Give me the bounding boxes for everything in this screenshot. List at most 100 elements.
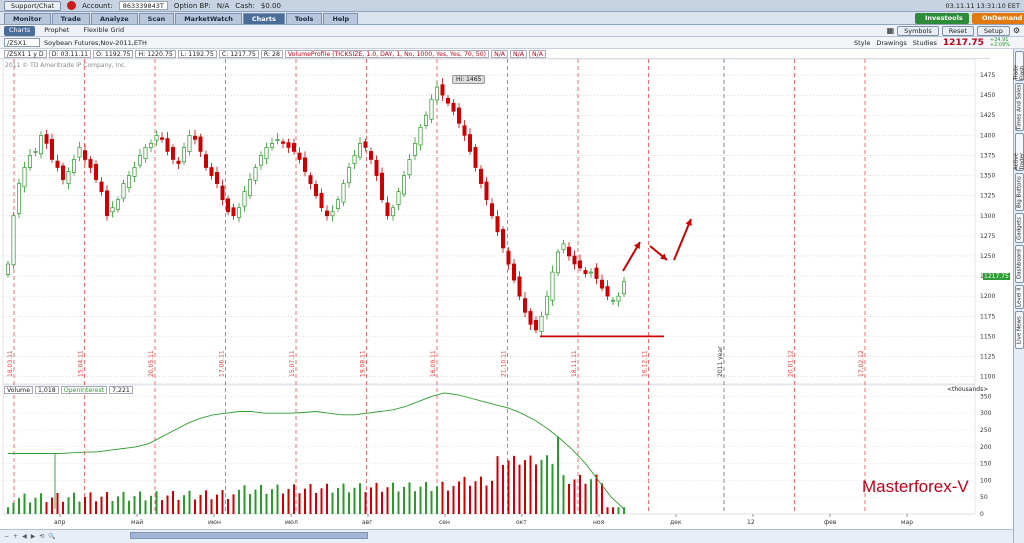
study-na-3: N/A: [528, 49, 546, 58]
candle-body: [495, 216, 500, 233]
gear-icon[interactable]: ⚙: [1012, 26, 1020, 35]
sidebar-times-and-sales[interactable]: Times And Sales: [1015, 83, 1024, 131]
candle-body: [193, 135, 198, 140]
alert-icon[interactable]: [67, 1, 77, 10]
right-sidebar: Live News Level II Dashboard Gadgets Big…: [1013, 49, 1024, 543]
candle-body: [121, 183, 126, 199]
tab-trade[interactable]: Trade: [51, 13, 90, 24]
sidebar-trade-flash[interactable]: Trade Flash: [1014, 51, 1024, 81]
tab-charts[interactable]: Charts: [242, 13, 285, 24]
candle-body: [501, 229, 506, 249]
price-tick-label: 1175: [980, 313, 995, 320]
cash-value: $0.00: [260, 1, 281, 10]
date-marker-label: 20.01.12: [788, 350, 795, 377]
price-tick-label: 1275: [980, 233, 995, 240]
tab-marketwatch[interactable]: MarketWatch: [175, 13, 242, 24]
volume-bar: [309, 484, 312, 514]
volume-bar: [568, 484, 570, 514]
volume-profile-study[interactable]: VolumeProfile (TICKSIZE, 1.0, DAY, 1, No…: [284, 49, 490, 58]
volume-bar: [221, 490, 224, 514]
volume-bar: [375, 482, 378, 514]
grid-layout-icon[interactable]: ▦: [886, 26, 895, 35]
candle-body: [561, 243, 566, 250]
volume-legend-label[interactable]: Volume: [4, 386, 34, 394]
subtab-charts[interactable]: Charts: [4, 25, 36, 36]
candle-body: [33, 151, 38, 153]
volume-bar: [535, 464, 537, 514]
price-tick-label: 1475: [980, 72, 995, 79]
subtab-flexible-grid[interactable]: Flexible Grid: [83, 25, 125, 34]
volume-bar: [293, 484, 295, 514]
candle-body: [490, 203, 495, 217]
magnifier-icon[interactable]: 🔍: [48, 533, 56, 540]
studies-button[interactable]: Studies: [912, 38, 937, 47]
sidebar-level-ii[interactable]: Level II: [1015, 285, 1024, 309]
reset-button[interactable]: Reset: [941, 25, 974, 36]
volume-bar: [287, 488, 290, 514]
zoom-in-icon[interactable]: +: [13, 533, 19, 540]
tab-tools[interactable]: Tools: [285, 13, 323, 24]
oi-legend-label[interactable]: OpenInterest: [60, 386, 108, 394]
price-info-bar: /ZSX1 1 y D D: 03.11.11 O: 1192.75 H: 12…: [0, 49, 990, 59]
tab-analyze[interactable]: Analyze: [90, 13, 138, 24]
candle-body: [220, 185, 225, 201]
volume-bar: [106, 492, 108, 514]
sidebar-big-buttons[interactable]: Big Buttons: [1015, 173, 1024, 211]
investools-button[interactable]: Investools: [915, 13, 969, 24]
volume-pane: [2, 384, 976, 515]
volume-bar: [210, 499, 213, 514]
volume-tick-label: 300: [980, 410, 992, 417]
tab-help[interactable]: Help: [323, 13, 359, 24]
chart-controls: ▦ Symbols Reset Setup ⚙: [886, 25, 1024, 36]
volume-bar: [397, 491, 400, 514]
pan-left-icon[interactable]: ◀: [22, 533, 27, 540]
volume-bar: [29, 502, 31, 514]
candle-body: [77, 147, 82, 158]
candle-body: [517, 276, 522, 297]
reset-zoom-icon[interactable]: ⟲: [39, 533, 45, 540]
symbol-input[interactable]: /ZSX1: [4, 38, 40, 47]
date-marker-label: 15.04.11: [78, 350, 85, 377]
candle-body: [528, 311, 533, 325]
candle-body: [352, 155, 357, 164]
price-change-abs: +24.91: [989, 36, 1009, 43]
tab-scan[interactable]: Scan: [138, 13, 175, 24]
volume-bar: [117, 496, 119, 514]
account-label: Account:: [82, 1, 113, 10]
symbols-button[interactable]: Symbols: [897, 25, 939, 36]
symbol-description: Soybean Futures,Nov-2011,ETH: [44, 38, 147, 47]
setup-button[interactable]: Setup: [976, 25, 1010, 36]
ondemand-button[interactable]: OnDemand: [972, 13, 1024, 24]
zoom-out-icon[interactable]: −: [4, 533, 10, 540]
sidebar-live-news[interactable]: Live News: [1015, 311, 1024, 349]
subtab-prophet[interactable]: Prophet: [44, 25, 70, 34]
candle-body: [451, 102, 456, 112]
drawings-button[interactable]: Drawings: [876, 38, 907, 47]
pan-right-icon[interactable]: ▶: [30, 533, 36, 540]
sidebar-dashboard[interactable]: Dashboard: [1015, 245, 1024, 283]
candle-body: [308, 175, 313, 184]
x-axis-label: июл: [285, 519, 298, 526]
x-axis-label: фев: [824, 519, 837, 526]
candle-body: [187, 135, 192, 152]
volume-legend: Volume 1,018 OpenInterest 7,221: [4, 386, 133, 394]
volume-bar: [458, 481, 460, 514]
account-select[interactable]: 863339843T: [118, 1, 168, 10]
candle-body: [149, 143, 154, 148]
candle-body: [440, 84, 445, 96]
study-na-1: N/A: [491, 49, 509, 58]
style-button[interactable]: Style: [854, 38, 871, 47]
volume-bar: [282, 493, 284, 514]
sidebar-gadgets[interactable]: Gadgets: [1015, 213, 1024, 243]
price-chart[interactable]: 1100112511501175120012251250127513001325…: [0, 59, 1013, 529]
sidebar-active-trader[interactable]: Active Trader: [1014, 133, 1024, 171]
volume-bar: [606, 507, 609, 514]
volume-bar: [562, 475, 565, 514]
support-chat-button[interactable]: Support/Chat: [4, 0, 62, 11]
forecast-arrowhead: [685, 219, 692, 226]
scroll-thumb[interactable]: [130, 532, 368, 539]
tab-monitor[interactable]: Monitor: [4, 13, 51, 24]
sub-tab-bar: Charts Prophet Flexible Grid ▦ Symbols R…: [0, 25, 1024, 37]
period-badge[interactable]: /ZSX1 1 y D: [4, 49, 47, 58]
volume-bar: [56, 492, 59, 514]
